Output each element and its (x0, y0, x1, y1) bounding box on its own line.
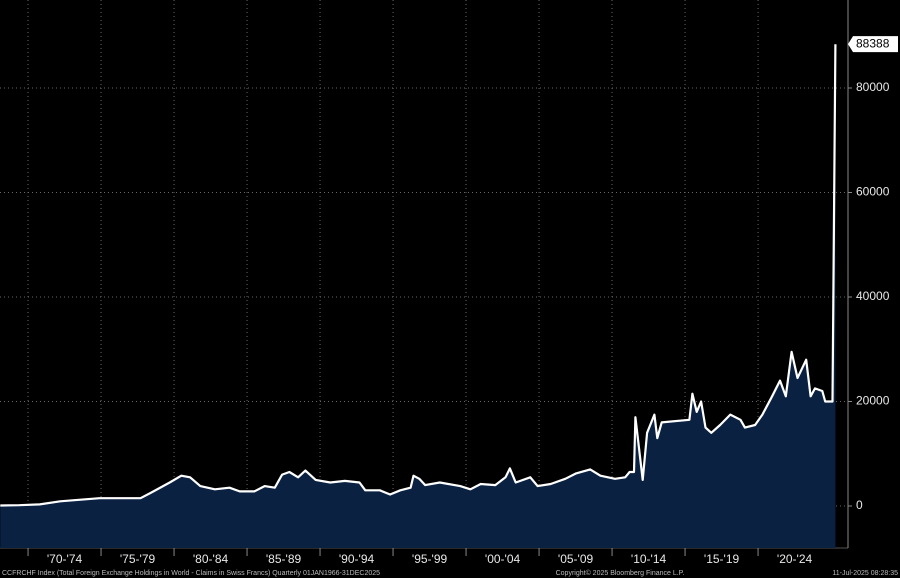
y-tick-label: 40000 (856, 289, 890, 303)
y-tick-label: 0 (856, 498, 863, 512)
x-tick-label: '85-'89 (266, 552, 302, 566)
area (0, 44, 836, 548)
line (0, 44, 837, 507)
y-tick-label: 20000 (856, 394, 890, 408)
x-tick-label: '05-'09 (558, 552, 594, 566)
last-value-flag (848, 36, 898, 53)
x-tick-label: '15-'19 (704, 552, 740, 566)
last-value-label: 88388 (856, 36, 890, 50)
footer-left: CCFRCHF Index (Total Foreign Exchange Ho… (2, 570, 380, 577)
y-tick-label: 60000 (856, 185, 890, 199)
x-tick-label: '20-'24 (777, 552, 813, 566)
x-tick-label: '00-'04 (485, 552, 521, 566)
x-tick-label: '95-'99 (412, 552, 448, 566)
x-tick-label: '70-'74 (47, 552, 83, 566)
x-tick-label: '75-'79 (120, 552, 156, 566)
x-tick-label: '80-'84 (193, 552, 229, 566)
footer-right: 11-Jul-2025 08:28:35 (832, 570, 898, 577)
x-tick-label: '90-'94 (339, 552, 375, 566)
x-tick-label: '10-'14 (631, 552, 667, 566)
y-tick-label: 80000 (856, 80, 890, 94)
footer-center: Copyright© 2025 Bloomberg Finance L.P. (556, 569, 685, 577)
